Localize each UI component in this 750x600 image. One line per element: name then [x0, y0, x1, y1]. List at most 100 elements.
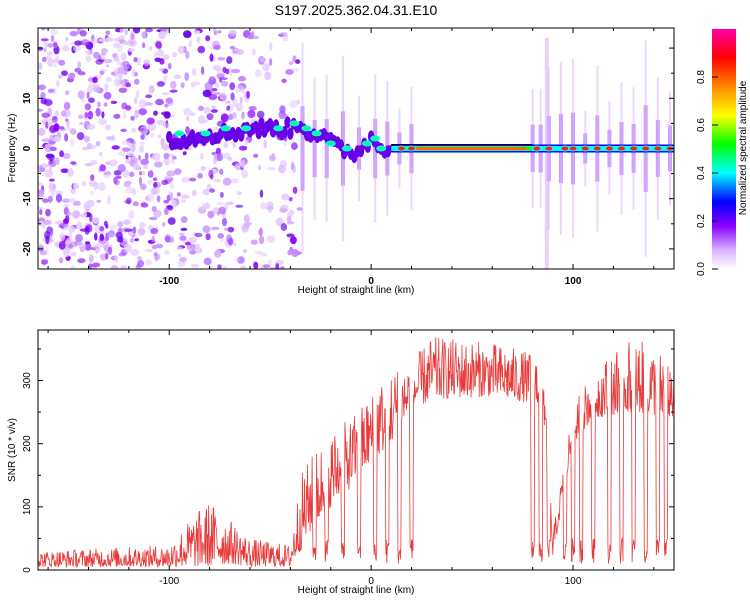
noise-speckle — [133, 163, 141, 171]
noise-speckle — [86, 142, 92, 150]
noise-speckle — [58, 257, 64, 264]
noise-speckle — [214, 249, 222, 258]
carrier-halo — [255, 127, 262, 140]
noise-speckle — [117, 227, 124, 233]
noise-speckle — [292, 55, 297, 63]
noise-speckle — [153, 209, 162, 218]
noise-speckle — [100, 48, 108, 54]
noise-speckle — [167, 205, 174, 211]
noise-speckle — [131, 128, 137, 133]
noise-speckle — [49, 178, 55, 182]
noise-speckle — [170, 80, 177, 89]
noise-speckle — [130, 115, 135, 121]
noise-speckle — [99, 70, 105, 76]
noise-speckle — [217, 30, 222, 34]
noise-speckle — [104, 83, 109, 92]
noise-speckle — [117, 164, 126, 173]
noise-speckle — [297, 28, 303, 31]
snr-panel: -100 0 100 0 100 200 300 Height of straight li… — [7, 329, 675, 596]
noise-speckle — [269, 154, 276, 162]
carrier-peak-core — [533, 146, 541, 151]
noise-speckle — [230, 92, 235, 101]
spectrogram-xtick-label: 0 — [368, 276, 374, 287]
noise-speckle — [288, 197, 293, 202]
noise-speckle — [229, 45, 236, 50]
noise-speckle — [268, 209, 272, 214]
noise-speckle — [169, 182, 174, 189]
noise-speckle — [185, 50, 190, 59]
noise-speckle — [40, 163, 50, 168]
noise-speckle — [155, 98, 164, 106]
noise-speckle — [114, 254, 119, 263]
colorbar-tick-label: 0.4 — [696, 166, 707, 180]
noise-speckle — [111, 145, 120, 150]
noise-speckle — [194, 247, 203, 254]
noise-speckle — [286, 233, 295, 238]
noise-speckle — [38, 206, 44, 210]
noise-speckle — [282, 34, 289, 42]
noise-speckle — [133, 96, 138, 104]
noise-speckle — [172, 52, 178, 58]
noise-speckle — [213, 91, 221, 95]
noise-speckle — [84, 241, 91, 245]
carrier-peak-core — [327, 141, 335, 146]
noise-speckle — [292, 186, 298, 194]
noise-speckle — [143, 164, 149, 170]
noise-speckle — [140, 158, 150, 166]
noise-speckle — [164, 103, 169, 108]
noise-speckle — [83, 135, 90, 143]
spectrogram-ytick-label: -10 — [22, 191, 33, 206]
noise-speckle — [289, 236, 297, 245]
carrier-halo — [287, 127, 294, 140]
noise-speckle — [103, 102, 108, 107]
noise-speckle — [105, 224, 109, 229]
spectrogram-xlabel: Height of straight line (km) — [298, 285, 415, 296]
noise-speckle — [200, 152, 204, 160]
noise-speckle — [38, 242, 44, 247]
noise-speckle — [105, 161, 110, 165]
noise-speckle — [117, 78, 125, 87]
noise-speckle — [134, 238, 139, 242]
noise-speckle — [287, 249, 293, 256]
noise-speckle — [44, 117, 51, 122]
noise-speckle — [243, 214, 250, 224]
snr-frame — [37, 329, 675, 571]
noise-speckle — [220, 191, 224, 198]
noise-speckle — [86, 199, 95, 208]
noise-speckle — [202, 225, 211, 234]
noise-speckle — [84, 163, 93, 167]
noise-speckle — [163, 152, 170, 160]
noise-speckle — [107, 246, 113, 255]
noise-speckle — [38, 190, 45, 198]
noise-speckle — [48, 189, 56, 193]
carrier-peak-core — [408, 146, 415, 151]
noise-speckle — [163, 199, 169, 204]
colorbar-tick-label: 0.8 — [696, 70, 707, 84]
noise-speckle — [105, 252, 109, 260]
colorbar-tick-label: 0.2 — [696, 214, 707, 228]
carrier-halo — [284, 116, 291, 129]
noise-speckle — [41, 259, 49, 265]
noise-speckle — [176, 192, 181, 197]
noise-speckle — [119, 66, 128, 75]
noise-speckle — [110, 100, 118, 104]
noise-speckle — [197, 45, 206, 54]
spectrogram-ytick-label: 20 — [22, 42, 33, 54]
noise-speckle — [79, 122, 84, 126]
snr-ticks: -100 0 100 0 100 200 300 — [22, 330, 674, 587]
noise-speckle — [92, 262, 101, 268]
noise-speckle — [223, 265, 227, 269]
noise-speckle — [138, 176, 142, 186]
noise-speckle — [223, 227, 229, 231]
snr-ytick-label: 200 — [22, 435, 33, 452]
noise-speckle — [38, 182, 44, 186]
noise-speckle — [200, 166, 206, 171]
carrier-peak-core — [290, 121, 298, 126]
noise-speckle — [288, 61, 294, 66]
colorbar: 0.0 0.2 0.4 0.6 0.8 Normalized spectral ampl… — [696, 29, 749, 276]
noise-speckle — [66, 211, 72, 216]
snr-ytick-label: 100 — [22, 498, 33, 515]
noise-speckle — [123, 41, 131, 45]
carrier-peak-core — [303, 126, 310, 131]
